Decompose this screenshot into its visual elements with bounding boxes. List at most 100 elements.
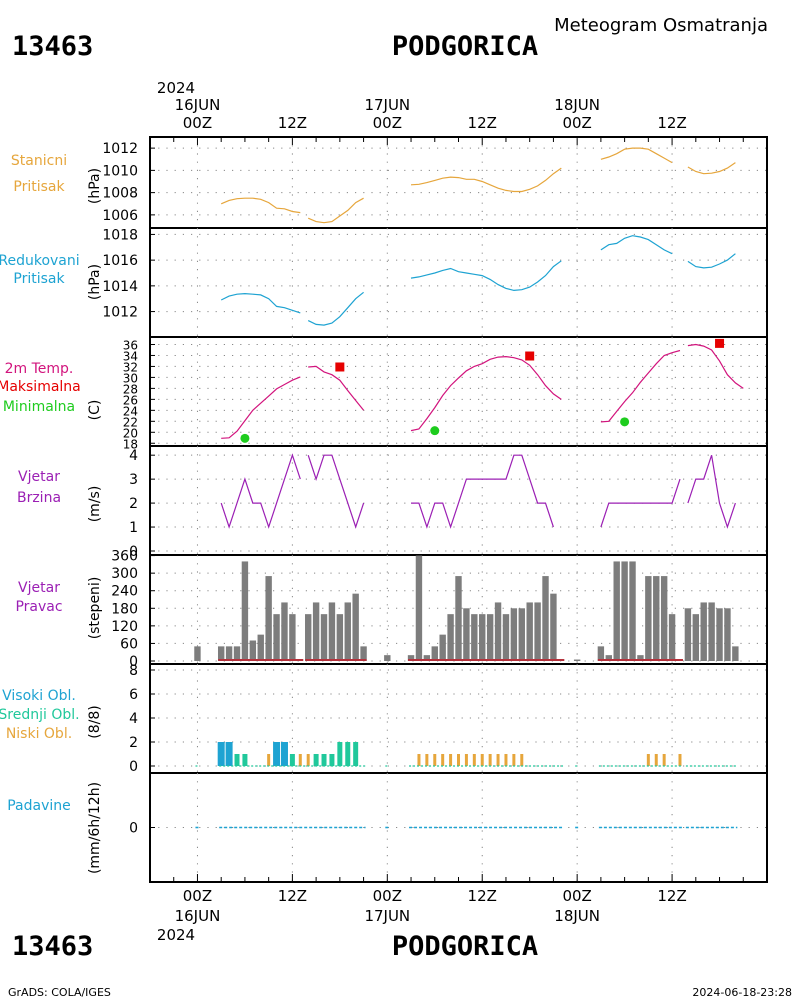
wind-direction-bar <box>653 576 660 661</box>
series-line <box>600 478 681 528</box>
wind-direction-bar <box>502 614 510 661</box>
y-tick-label: 0 <box>129 654 138 670</box>
cloud-cover-bar <box>425 754 429 766</box>
panel-label: Stanicni <box>11 153 67 169</box>
y-tick-label: 4 <box>129 711 138 727</box>
wind-direction-bar <box>597 646 605 661</box>
wind-direction-bar <box>573 659 581 661</box>
series-line <box>410 260 562 292</box>
series-line <box>220 453 301 529</box>
wind-direction-bar <box>526 602 533 661</box>
y-axis-label: (m/s) <box>87 486 103 523</box>
cloud-cover-bar <box>488 754 492 766</box>
y-tick-label: 180 <box>111 601 138 617</box>
panel-grid <box>150 773 767 882</box>
y-axis-label: (hPa) <box>87 168 103 204</box>
cloud-cover-bar <box>267 754 271 766</box>
panel-label: Pritisak <box>13 271 65 287</box>
panels: 1006100810101012(hPa)StanicniPritisak101… <box>0 137 767 882</box>
y-tick-label: 1006 <box>102 208 138 224</box>
time-tick-label: 12Z <box>468 887 497 905</box>
panel-label: Redukovani <box>0 253 80 269</box>
wind-direction-bar <box>471 614 478 661</box>
wind-direction-bar <box>423 655 431 661</box>
wind-direction-bar <box>479 614 486 661</box>
time-tick-label: 00Z <box>183 114 212 132</box>
wind-direction-bar <box>645 576 652 661</box>
wind-direction-bar <box>312 602 320 661</box>
wind-direction-bar <box>344 602 351 661</box>
cloud-cover-bar <box>449 754 453 766</box>
wind-direction-bar <box>486 614 494 661</box>
cloud-cover-bar <box>480 754 484 766</box>
wind-direction-bar <box>407 655 415 661</box>
plot-frame <box>149 136 768 883</box>
cloud-cover-bar <box>678 754 682 766</box>
y-tick-label: 1012 <box>102 305 138 321</box>
panel-grid <box>150 337 767 446</box>
series-line <box>600 349 681 423</box>
cloud-cover-bar <box>225 742 233 766</box>
series-line <box>687 253 736 269</box>
cloud-cover-bar <box>306 754 310 766</box>
wind-direction-bar <box>431 646 438 661</box>
wind-direction-bar <box>273 614 280 661</box>
series-line <box>600 235 673 255</box>
city-title-bottom: PODGORICA <box>392 931 538 962</box>
y-tick-label: 26 <box>123 393 138 407</box>
y-tick-label: 28 <box>123 382 138 396</box>
series-line <box>687 162 736 175</box>
date-label: 17JUN <box>364 907 410 925</box>
y-tick-label: 60 <box>120 636 138 652</box>
cloud-cover-bar <box>289 754 295 766</box>
panel-label: Minimalna <box>3 399 75 415</box>
city-title-top: PODGORICA <box>392 31 538 62</box>
wind-direction-bar <box>550 593 557 661</box>
wind-direction-bar <box>241 561 249 661</box>
wind-direction-bar <box>613 561 620 661</box>
series-line <box>307 454 365 529</box>
time-tick-label: 12Z <box>657 887 686 905</box>
cloud-cover-bar <box>217 742 225 766</box>
y-tick-label: 1012 <box>102 141 138 157</box>
y-axis-label: (8/8) <box>87 705 103 738</box>
series-line <box>308 365 365 411</box>
cloud-cover-bar <box>441 754 445 766</box>
series-line <box>411 454 554 529</box>
series-line <box>307 197 364 224</box>
wind-direction-bar <box>415 555 423 661</box>
y-tick-label: 32 <box>123 360 138 374</box>
wind-direction-bar <box>336 614 344 661</box>
wind-direction-bar <box>637 655 644 661</box>
wind-direction-bar <box>668 614 676 661</box>
panel-label: Niski Obl. <box>6 726 72 742</box>
cloud-cover-bar <box>345 742 351 766</box>
station-id-top: 13463 <box>12 31 93 62</box>
bottom-year-label: 2024 <box>157 926 195 944</box>
y-tick-label: 36 <box>123 338 138 352</box>
y-tick-label: 300 <box>111 566 138 582</box>
y-tick-label: 3 <box>129 472 138 488</box>
cloud-cover-bar <box>313 754 319 766</box>
wind-direction-bar <box>249 640 257 661</box>
product-title: Meteogram Osmatranja <box>554 15 768 36</box>
wind-direction-bar <box>352 593 359 661</box>
wind-direction-bar <box>328 602 336 661</box>
temp-max-marker <box>335 362 345 372</box>
panel-6: 0 2 4 6 8 (8/8) Visoki Obl. Srednji Obl. Niski O… <box>0 663 767 775</box>
wind-direction-bar <box>510 608 518 661</box>
y-tick-label: 4 <box>129 448 138 464</box>
y-tick-label: 1014 <box>102 279 138 295</box>
y-axis-label: (mm/6h/12h) <box>87 782 103 874</box>
wind-direction-bar <box>542 576 549 661</box>
cloud-cover-bar <box>654 754 658 766</box>
temp-min-marker <box>620 417 630 427</box>
cloud-cover-bar <box>472 754 476 766</box>
panel-label: Padavine <box>7 798 71 814</box>
cloud-cover-bar <box>280 742 288 766</box>
wind-direction-bar <box>289 614 296 661</box>
panel-label: 2m Temp. <box>5 361 74 377</box>
y-tick-label: 240 <box>111 584 138 600</box>
wind-direction-bar <box>732 646 739 661</box>
